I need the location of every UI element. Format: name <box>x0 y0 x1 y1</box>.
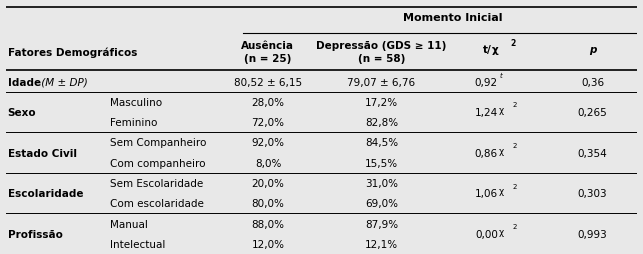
Text: Sem Escolaridade: Sem Escolaridade <box>111 178 204 188</box>
Text: 15,5%: 15,5% <box>365 158 398 168</box>
Text: Manual: Manual <box>111 219 149 229</box>
Text: 12,0%: 12,0% <box>251 239 284 249</box>
Text: 2: 2 <box>511 39 516 48</box>
Text: 80,0%: 80,0% <box>251 199 284 209</box>
Text: 0,265: 0,265 <box>577 107 608 118</box>
Text: 80,52 ± 6,15: 80,52 ± 6,15 <box>234 77 302 87</box>
Text: Idade: Idade <box>8 77 41 87</box>
Text: 87,9%: 87,9% <box>365 219 398 229</box>
Text: Escolaridade: Escolaridade <box>8 188 83 198</box>
Text: 0,303: 0,303 <box>577 188 607 198</box>
Text: χ: χ <box>499 146 505 155</box>
Text: 1,24: 1,24 <box>475 107 498 118</box>
Text: Momento Inicial: Momento Inicial <box>403 12 502 22</box>
Text: 88,0%: 88,0% <box>251 219 284 229</box>
Text: Depressão (GDS ≥ 11)
(n = 58): Depressão (GDS ≥ 11) (n = 58) <box>316 41 446 64</box>
Text: 92,0%: 92,0% <box>251 138 284 148</box>
Text: Intelectual: Intelectual <box>111 239 166 249</box>
Text: χ: χ <box>492 45 498 55</box>
Text: χ: χ <box>499 186 505 195</box>
Text: Com escolaridade: Com escolaridade <box>111 199 204 209</box>
Text: 8,0%: 8,0% <box>255 158 281 168</box>
Text: 31,0%: 31,0% <box>365 178 398 188</box>
Text: 17,2%: 17,2% <box>365 98 398 107</box>
Text: 0,86: 0,86 <box>475 148 498 158</box>
Text: t: t <box>499 72 502 78</box>
Text: Estado Civil: Estado Civil <box>8 148 77 158</box>
Text: Sexo: Sexo <box>8 107 36 118</box>
Text: 79,07 ± 6,76: 79,07 ± 6,76 <box>347 77 415 87</box>
Text: 72,0%: 72,0% <box>251 118 284 128</box>
Text: 0,00: 0,00 <box>475 229 498 239</box>
Text: Feminino: Feminino <box>111 118 158 128</box>
Text: 1,06: 1,06 <box>475 188 498 198</box>
Text: 0,92: 0,92 <box>475 77 498 87</box>
Text: 0,354: 0,354 <box>577 148 608 158</box>
Text: 69,0%: 69,0% <box>365 199 398 209</box>
Text: Ausência
(n = 25): Ausência (n = 25) <box>241 41 294 64</box>
Text: 20,0%: 20,0% <box>251 178 284 188</box>
Text: Sem Companheiro: Sem Companheiro <box>111 138 207 148</box>
Text: 82,8%: 82,8% <box>365 118 398 128</box>
Text: 84,5%: 84,5% <box>365 138 398 148</box>
Text: Com companheiro: Com companheiro <box>111 158 206 168</box>
Text: 2: 2 <box>512 102 517 108</box>
Text: t/: t/ <box>483 45 492 55</box>
Text: χ: χ <box>499 227 505 236</box>
Text: (M ± DP): (M ± DP) <box>38 77 87 87</box>
Text: 2: 2 <box>512 183 517 189</box>
Text: Masculino: Masculino <box>111 98 163 107</box>
Text: Profissão: Profissão <box>8 229 62 239</box>
Text: Fatores Demográficos: Fatores Demográficos <box>8 47 137 58</box>
Text: 28,0%: 28,0% <box>251 98 284 107</box>
Text: 0,36: 0,36 <box>581 77 604 87</box>
Text: 0,993: 0,993 <box>577 229 608 239</box>
Text: 2: 2 <box>512 142 517 149</box>
Text: 12,1%: 12,1% <box>365 239 398 249</box>
Text: p: p <box>589 45 596 55</box>
Text: χ: χ <box>499 106 505 115</box>
Text: 2: 2 <box>512 224 517 229</box>
